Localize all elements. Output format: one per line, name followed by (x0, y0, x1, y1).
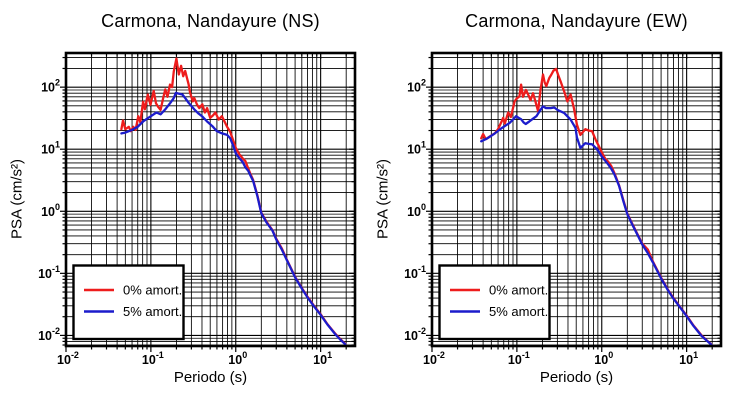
log-grid (65, 53, 355, 346)
y-tick-label: 10-1 (404, 264, 426, 281)
legend-label: 0% amort. (123, 283, 182, 298)
y-tick-label: 102 (407, 78, 426, 95)
x-tick-labels: 10-2 10-1 100 101 (423, 350, 698, 367)
legend: 0% amort. 5% amort. (438, 264, 551, 341)
plot-border (64, 51, 357, 348)
legend: 0% amort. 5% amort. (72, 264, 185, 341)
y-tick-label: 10-2 (404, 326, 426, 343)
chart-ew-plot: 10-2 10-1 100 101 102 101 100 10-1 10-2 0% amort.… (404, 51, 723, 367)
x-tick-label: 101 (679, 350, 698, 367)
spectra-curves (120, 57, 347, 346)
x-tick-label: 100 (228, 350, 247, 367)
legend-box (72, 264, 185, 341)
y-tick-label: 101 (41, 140, 60, 157)
plot-border (430, 51, 723, 348)
y-tick-labels: 102 101 100 10-1 10-2 (404, 78, 426, 343)
x-tick-label: 10-2 (57, 350, 79, 367)
spectra-curves (480, 67, 713, 346)
x-axis-label-ns: Periodo (s) (173, 369, 248, 386)
series-line-5pct-amort (120, 91, 347, 346)
y-tick-label: 10-1 (38, 264, 60, 281)
chart-title-ew: Carmona, Nandayure (EW) (465, 11, 688, 31)
y-axis-label-ns: PSA (cm/s²) (8, 158, 26, 240)
legend-label: 5% amort. (489, 304, 548, 319)
legend-box (438, 264, 551, 341)
x-tick-label: 10-2 (423, 350, 445, 367)
y-tick-label: 100 (407, 202, 426, 219)
legend-label: 5% amort. (123, 304, 182, 319)
chart-title-ns: Carmona, Nandayure (NS) (101, 11, 320, 31)
x-tick-label: 10-1 (508, 350, 530, 367)
y-tick-label: 101 (407, 140, 426, 157)
y-tick-label: 102 (41, 78, 60, 95)
y-axis-label-ew: PSA (cm/s²) (374, 158, 392, 240)
y-tick-label: 10-2 (38, 326, 60, 343)
legend-label: 0% amort. (489, 283, 548, 298)
chart-ns-plot: 10-2 10-1 100 101 102 101 100 10-1 10-2 0% amort.… (38, 51, 357, 367)
y-tick-label: 100 (41, 202, 60, 219)
x-tick-label: 10-1 (142, 350, 164, 367)
x-tick-labels: 10-2 10-1 100 101 (57, 350, 332, 367)
x-tick-label: 100 (594, 350, 613, 367)
x-tick-label: 101 (313, 350, 332, 367)
y-tick-labels: 102 101 100 10-1 10-2 (38, 78, 60, 343)
series-line-5pct-amort (480, 105, 713, 346)
x-axis-label-ew: Periodo (s) (539, 369, 614, 386)
